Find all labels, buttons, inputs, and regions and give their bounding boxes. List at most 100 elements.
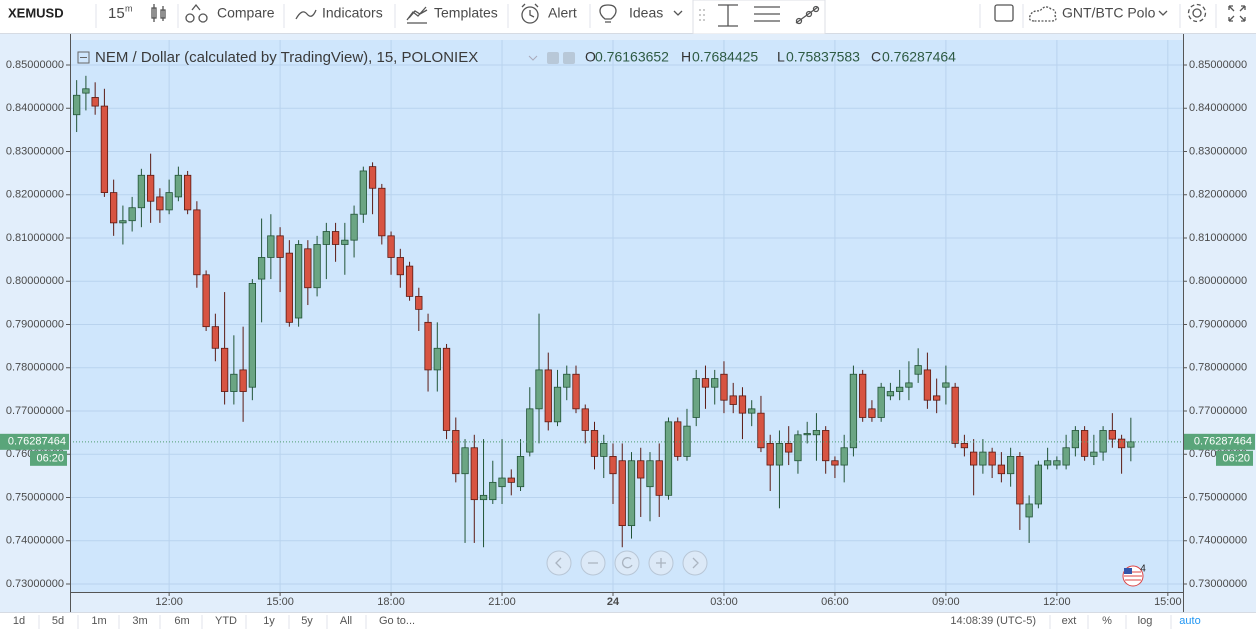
- ideas-icon[interactable]: [599, 4, 617, 23]
- candle-body: [905, 382, 913, 388]
- scroll-right[interactable]: [682, 550, 708, 576]
- candle-body: [683, 425, 691, 457]
- range-button[interactable]: 5y: [301, 615, 313, 627]
- candle-body: [646, 460, 654, 488]
- y-tick-label: 0.83000000: [1189, 145, 1247, 157]
- candle-body: [202, 274, 210, 328]
- candle-body: [267, 235, 275, 258]
- settings-icon[interactable]: [1187, 3, 1207, 23]
- candle-body: [230, 373, 238, 392]
- y-tick-label: 0.79000000: [1189, 318, 1247, 330]
- x-tick-label: 21:00: [488, 596, 516, 608]
- indicators-icon[interactable]: [295, 9, 317, 20]
- candle-body: [304, 248, 312, 289]
- bottom-controls: 1d 5d 1m 3m 6m YTD 1y 5y All Go to... 14:08:39 (UT…: [13, 615, 1201, 629]
- y-tick-label: 0.81000000: [1189, 232, 1247, 244]
- candle-body: [868, 408, 876, 418]
- layout-name[interactable]: GNT/BTC Polo: [1062, 5, 1156, 21]
- ideas-button[interactable]: Ideas: [629, 5, 663, 21]
- candle-body: [896, 386, 904, 392]
- candle-body: [590, 430, 599, 457]
- range-button[interactable]: YTD: [215, 615, 237, 627]
- candle-body: [498, 477, 506, 488]
- y-tick-label: 0.84000000: [6, 102, 64, 114]
- candle-body: [1062, 447, 1070, 466]
- trend-line-point: [805, 10, 813, 18]
- select-box[interactable]: [994, 4, 1014, 22]
- symbol[interactable]: XEMUSD: [8, 5, 64, 20]
- y-tick-label: 0.81000000: [6, 232, 64, 244]
- ohlc-value: 0.76163652: [595, 49, 669, 65]
- axes: 0.73000000 0.73000000 0.74000000 0.74000000…: [0, 59, 1255, 608]
- ohlc-value: 0.75837583: [786, 49, 860, 65]
- candle-body: [174, 174, 183, 198]
- candle-body: [119, 220, 127, 224]
- countdown-box: [30, 450, 67, 466]
- range-button[interactable]: 1y: [263, 615, 275, 627]
- trend-line-point: [795, 17, 803, 25]
- candle-body: [1117, 438, 1126, 449]
- candle-body: [220, 347, 229, 392]
- settings-mini-icon[interactable]: [563, 52, 575, 64]
- x-tick-label: 18:00: [377, 596, 405, 608]
- candle-body: [701, 378, 710, 388]
- notification-count: 4: [1140, 564, 1146, 575]
- range-button[interactable]: 6m: [174, 615, 189, 627]
- candle-body: [248, 283, 256, 388]
- ohlc-value: 0.76287464: [882, 49, 956, 65]
- candle-body: [1016, 456, 1024, 505]
- candle-body: [572, 373, 580, 410]
- candle-body: [507, 477, 515, 483]
- scale-option[interactable]: ext: [1062, 615, 1077, 627]
- templates-icon[interactable]: [406, 6, 428, 24]
- candle-body: [350, 213, 358, 241]
- candle-body: [368, 166, 377, 189]
- candle-body: [294, 244, 303, 319]
- templates-button[interactable]: Templates: [434, 5, 498, 21]
- scale-option[interactable]: log: [1138, 615, 1153, 627]
- candle-body: [581, 408, 589, 431]
- y-tick-label: 0.78000000: [6, 362, 64, 374]
- alert-button[interactable]: Alert: [548, 5, 577, 21]
- goto-button[interactable]: Go to...: [379, 615, 415, 627]
- candle-body: [100, 105, 109, 193]
- x-tick-label: 06:00: [821, 596, 849, 608]
- indicators-button[interactable]: Indicators: [322, 5, 383, 21]
- candle-body: [877, 386, 885, 418]
- scale-option[interactable]: auto: [1179, 615, 1200, 627]
- candle-body: [831, 460, 839, 466]
- range-button[interactable]: 1d: [13, 615, 25, 627]
- cloud-icon[interactable]: [1028, 6, 1057, 22]
- layout-dropdown[interactable]: [1158, 10, 1168, 16]
- alert-icon[interactable]: [521, 3, 539, 24]
- range-button[interactable]: 3m: [132, 615, 147, 627]
- clock: 14:08:39 (UTC-5): [950, 615, 1036, 627]
- candle-body: [914, 365, 922, 375]
- collapse-icon[interactable]: [77, 51, 90, 64]
- range-button[interactable]: 5d: [52, 615, 64, 627]
- interval[interactable]: 15: [108, 5, 125, 22]
- reset[interactable]: [614, 550, 640, 576]
- text-tool[interactable]: [718, 4, 738, 27]
- plot-area: [70, 40, 1183, 592]
- y-tick-label: 0.74000000: [6, 535, 64, 547]
- compare-icon[interactable]: [185, 3, 208, 23]
- range-button[interactable]: 1m: [91, 615, 106, 627]
- fullscreen-icon[interactable]: [1228, 5, 1246, 22]
- chart-style-icon[interactable]: [151, 4, 166, 22]
- candle-body: [424, 321, 432, 371]
- scroll-left[interactable]: [546, 550, 572, 576]
- ideas-dropdown[interactable]: [673, 10, 683, 16]
- y-tick-label: 0.84000000: [1189, 102, 1247, 114]
- y-tick-label: 0.77000000: [1189, 405, 1247, 417]
- interval-unit[interactable]: m: [125, 3, 133, 13]
- scale-option[interactable]: %: [1102, 615, 1112, 627]
- candle-body: [405, 265, 414, 297]
- title-dropdown[interactable]: [528, 55, 538, 61]
- compare-button[interactable]: Compare: [217, 5, 275, 21]
- eye-icon[interactable]: [547, 52, 559, 64]
- fib-tool[interactable]: [754, 6, 780, 22]
- candle-body: [257, 257, 266, 280]
- y-tick-label: 0.74000000: [1189, 535, 1247, 547]
- range-button[interactable]: All: [340, 615, 352, 627]
